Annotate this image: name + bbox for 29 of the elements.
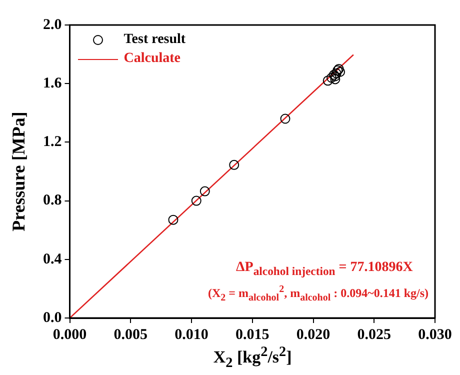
point	[200, 186, 210, 196]
y-tick-label: 0.8	[43, 192, 62, 209]
point	[280, 114, 290, 124]
x-tick-label: 0.020	[296, 326, 330, 343]
x-axis-title: X$_{2}$ [kg$^{2}$/s$^{2}$]	[213, 344, 292, 372]
x-tick-label: 0.025	[357, 326, 391, 343]
annotation: (X$_{2}$ = m$_{alcohol}$$^{2}$, m$_{alcohol}$ : 0.094~0.141 kg/s)	[208, 284, 429, 304]
legend-label: Test result	[124, 32, 186, 48]
y-tick-label: 1.6	[43, 75, 62, 92]
point	[229, 160, 240, 170]
point	[322, 76, 333, 86]
y-tick-label: 0.0	[43, 310, 62, 326]
point	[331, 68, 342, 78]
x-tick-label: 0.000	[52, 326, 87, 343]
annotation: ΔP$_{alcohol injection}$ = 77.10896X	[236, 260, 413, 278]
x-tick-label: 0.030	[418, 326, 452, 343]
point	[335, 66, 346, 77]
point	[168, 214, 178, 225]
y-axis-title: Pressure [MPa]	[8, 112, 29, 232]
x-tick-label: 0.005	[114, 326, 148, 343]
y-tick-label: 1.2	[43, 134, 62, 150]
point	[191, 196, 202, 206]
legend-label: Calculate	[124, 50, 181, 66]
point	[330, 74, 340, 84]
x-tick-label: 0.015	[236, 326, 270, 343]
x-tick-label: 0.010	[174, 326, 208, 343]
y-tick-label: 2.0	[43, 16, 62, 33]
y-tick-label: 0.4	[43, 251, 62, 268]
point	[326, 72, 337, 83]
